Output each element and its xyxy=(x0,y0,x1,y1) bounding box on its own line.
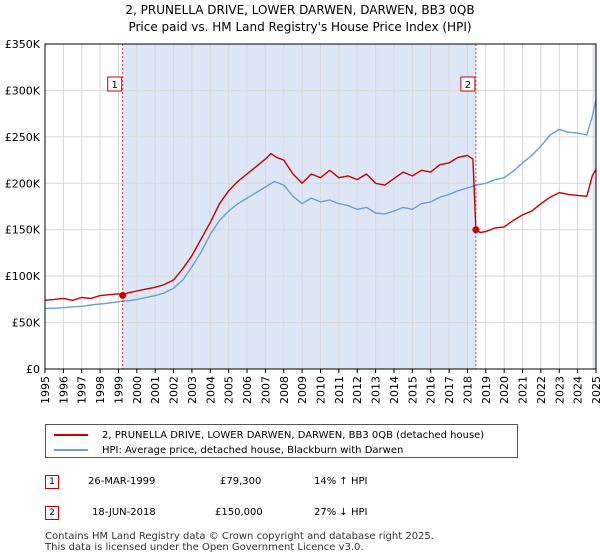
footer: Contains HM Land Registry data © Crown c… xyxy=(45,531,434,553)
x-tick-label: 2021 xyxy=(517,376,530,404)
x-tick-label: 2006 xyxy=(241,376,254,404)
title-line-1: 2, PRUNELLA DRIVE, LOWER DARWEN, DARWEN,… xyxy=(125,3,475,17)
x-tick-label: 2018 xyxy=(461,376,474,404)
sale-point-1 xyxy=(119,291,127,299)
x-tick-label: 1998 xyxy=(94,376,107,404)
y-tick-label: £250K xyxy=(5,131,41,144)
x-tick-label: 2010 xyxy=(315,376,328,404)
sale-hpi-diff-2: 27% ↓ HPI xyxy=(314,507,368,518)
x-tick-label: 2004 xyxy=(204,376,217,404)
x-tick-label: 2024 xyxy=(572,376,585,404)
x-tick-label: 1999 xyxy=(112,376,125,404)
legend-swatch-hpi xyxy=(54,449,88,451)
sale-badge-2: 2 xyxy=(45,506,59,520)
shaded-region-1 xyxy=(122,44,476,369)
sale-price-2: £150,000 xyxy=(215,507,263,518)
sale-hpi-diff-1: 14% ↑ HPI xyxy=(314,476,368,487)
sale-price-1: £79,300 xyxy=(220,476,262,487)
x-tick-label: 1997 xyxy=(76,376,89,404)
x-tick-label: 2001 xyxy=(149,376,162,404)
plot-frame xyxy=(44,43,597,370)
sale-badge-1: 1 xyxy=(45,475,59,489)
x-tick-label: 2016 xyxy=(425,376,438,404)
sale-date-2: 18-JUN-2018 xyxy=(92,507,156,518)
x-tick-label: 1996 xyxy=(57,376,70,404)
legend-swatch-property xyxy=(54,434,88,436)
x-tick-label: 2011 xyxy=(333,376,346,404)
y-tick-label: £300K xyxy=(5,84,41,97)
y-tick-label: £0 xyxy=(26,363,40,376)
legend-label-property: 2, PRUNELLA DRIVE, LOWER DARWEN, DARWEN,… xyxy=(102,429,485,441)
sale-box-label-2: 2 xyxy=(465,80,471,91)
x-tick-label: 2003 xyxy=(186,376,199,404)
sale-box-1 xyxy=(107,76,123,92)
y-tick-label: £150K xyxy=(5,224,41,237)
x-tick-label: 1995 xyxy=(39,376,52,404)
sale-box-label-1: 1 xyxy=(112,80,118,91)
x-tick-label: 2002 xyxy=(168,376,181,404)
y-tick-label: £100K xyxy=(5,270,41,283)
x-tick-label: 2019 xyxy=(480,376,493,404)
legend-item-hpi: HPI: Average price, detached house, Blac… xyxy=(54,443,403,457)
y-tick-label: £50K xyxy=(12,317,41,330)
x-tick-label: 2005 xyxy=(223,376,236,404)
sale-date-1: 26-MAR-1999 xyxy=(88,476,156,487)
x-tick-label: 2012 xyxy=(351,376,364,404)
y-tick-label: £200K xyxy=(5,177,41,190)
x-tick-label: 2020 xyxy=(498,376,511,404)
y-tick-label: £350K xyxy=(5,38,41,51)
chart-title: 2, PRUNELLA DRIVE, LOWER DARWEN, DARWEN,… xyxy=(0,2,600,36)
x-tick-label: 2022 xyxy=(535,376,548,404)
shaded-region-2 xyxy=(592,44,596,369)
legend: 2, PRUNELLA DRIVE, LOWER DARWEN, DARWEN,… xyxy=(45,424,518,458)
x-tick-label: 2013 xyxy=(370,376,383,404)
x-tick-label: 2014 xyxy=(388,376,401,404)
x-tick-label: 2000 xyxy=(131,376,144,404)
x-tick-label: 2007 xyxy=(259,376,272,404)
legend-item-property: 2, PRUNELLA DRIVE, LOWER DARWEN, DARWEN,… xyxy=(54,428,484,442)
x-tick-label: 2017 xyxy=(443,376,456,404)
footer-line-2: This data is licensed under the Open Gov… xyxy=(45,542,364,553)
legend-label-hpi: HPI: Average price, detached house, Blac… xyxy=(102,444,404,456)
x-tick-label: 2008 xyxy=(278,376,291,404)
title-line-2: Price paid vs. HM Land Registry's House … xyxy=(128,20,472,34)
sale-box-2 xyxy=(460,76,476,92)
price-chart: 1 2 £0 £50K £100K £150K £200K £250K £300K £350K 1… xyxy=(5,38,600,404)
x-tick-label: 2015 xyxy=(406,376,419,404)
footer-line-1: Contains HM Land Registry data © Crown c… xyxy=(45,531,434,542)
x-tick-label: 2025 xyxy=(590,376,600,404)
property-price-line xyxy=(44,152,597,301)
sale-point-2 xyxy=(472,226,480,234)
x-tick-label: 2009 xyxy=(296,376,309,404)
hpi-line xyxy=(44,99,597,310)
x-tick-label: 2023 xyxy=(553,376,566,404)
